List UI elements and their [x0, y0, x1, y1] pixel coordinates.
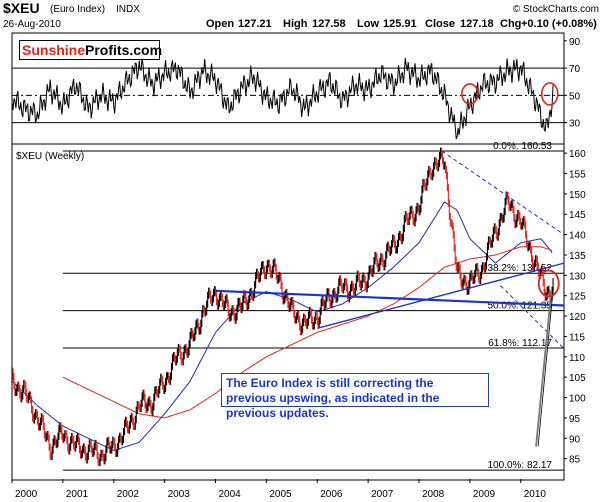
rsi-highlight-circle-2 [540, 82, 559, 106]
open-label: Open [206, 18, 234, 30]
trend-line-2 [441, 150, 565, 236]
rsi-layer: 30 50 70 90 [11, 37, 581, 140]
x-tick-label-2: 2002 [117, 489, 140, 500]
price-tick-label-7: 120 [569, 312, 586, 323]
index-name: (Euro Index) [50, 4, 105, 15]
chg-label: Chg [500, 18, 521, 30]
price-tick-label-10: 135 [569, 251, 586, 262]
annotation-box: The Euro Index is still correcting the p… [221, 373, 489, 420]
trend-line-4 [535, 291, 553, 447]
open-value: 127.21 [238, 18, 272, 30]
price-tick-label-15: 160 [569, 149, 586, 160]
trend-line-3 [500, 285, 565, 350]
rsi-tick-label-1: 50 [569, 91, 581, 102]
rsi-tick-label-2: 70 [569, 64, 581, 75]
price-tick-label-1: 90 [569, 434, 581, 445]
x-tick-label-0: 2000 [15, 489, 38, 500]
trend-line-1 [317, 262, 565, 329]
price-tick-label-12: 145 [569, 210, 586, 221]
x-tick-label-1: 2001 [66, 489, 89, 500]
price-tick-label-6: 115 [569, 332, 585, 343]
exchange: INDX [116, 4, 140, 15]
price-highlight-circle [537, 269, 560, 298]
fib-label-3: 61.8%: 112.17 [488, 338, 552, 349]
price-tick-label-3: 100 [569, 394, 586, 405]
price-tick-label-11: 140 [569, 231, 586, 242]
x-tick-label-10: 2010 [524, 489, 547, 500]
price-tick-label-9: 130 [569, 271, 586, 282]
x-tick-label-5: 2005 [269, 489, 292, 500]
close-value: 127.18 [460, 18, 494, 30]
price-tick-label-2: 95 [569, 414, 581, 425]
fib-label-4: 100.0%: 82.17 [488, 460, 553, 471]
chart-date: 26-Aug-2010 [3, 19, 61, 30]
x-tick-label-3: 2003 [168, 489, 191, 500]
fib-label-0: 0.0%: 160.53 [493, 141, 552, 152]
price-tick-label-5: 110 [569, 353, 585, 364]
price-panel-frame [11, 143, 565, 481]
price-tick-label-8: 125 [569, 292, 586, 303]
price-layer: 85 90 95 100 105 110 115 120 125 130 135 140 145 150 1… [11, 141, 586, 500]
fib-label-1: 38.2%: 130.52 [488, 263, 553, 274]
x-tick-label-6: 2006 [320, 489, 343, 500]
symbol: $XEU [3, 0, 40, 16]
price-tick-label-13: 150 [569, 190, 586, 201]
low-value: 125.91 [383, 18, 417, 30]
trend-line-0 [215, 289, 565, 307]
close-label: Close [425, 18, 455, 30]
price-tick-label-0: 85 [569, 455, 581, 466]
trend-line-5 [537, 287, 554, 447]
watermark: © StockCharts.com [513, 4, 599, 15]
low-label: Low [357, 18, 379, 30]
rsi-tick-label-3: 90 [569, 37, 581, 48]
series-label: $XEU (Weekly) [16, 151, 84, 162]
price-tick-label-14: 155 [569, 170, 586, 181]
rsi-tick-label-0: 30 [569, 119, 581, 130]
logo-part-1: Sunshine [22, 42, 86, 58]
x-tick-label-7: 2007 [371, 489, 394, 500]
logo: SunshineProfits.com [19, 40, 163, 60]
price-tick-label-4: 105 [569, 373, 586, 384]
rsi-series-line [11, 57, 554, 140]
logo-part-2: Profits.com [85, 42, 163, 58]
moving-average-2 [62, 246, 553, 419]
x-tick-label-4: 2004 [219, 489, 242, 500]
x-tick-label-8: 2008 [422, 489, 445, 500]
high-value: 127.58 [312, 18, 346, 30]
fib-label-2: 50.0%: 121.35 [488, 301, 553, 312]
rsi-highlight-circle-1 [461, 83, 479, 105]
chg-value: +0.10 (+0.08%) [521, 18, 597, 30]
x-tick-label-9: 2009 [473, 489, 496, 500]
high-label: High [283, 18, 308, 30]
